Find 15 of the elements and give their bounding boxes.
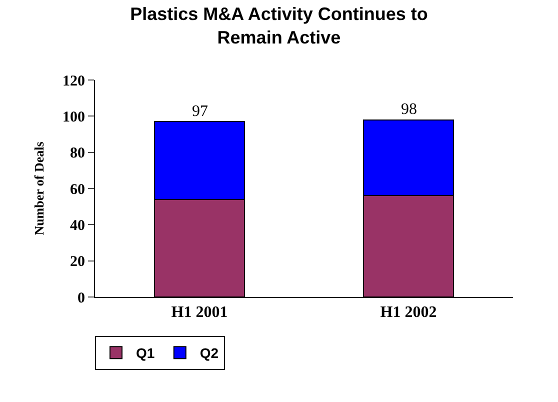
y-tick-label: 20 [70, 254, 85, 270]
y-tick-label: 40 [70, 218, 85, 234]
chart-title: Plastics M&A Activity Continues to Remain Active [130, 4, 428, 48]
y-tick-label: 0 [78, 290, 85, 306]
total-label: 97 [192, 103, 208, 120]
y-tick-label: 120 [62, 73, 85, 90]
y-tick-label: 100 [62, 109, 85, 126]
legend-label: Q2 [200, 345, 219, 362]
total-label: 98 [401, 101, 417, 118]
x-tick-label: H1 2002 [380, 304, 437, 322]
y-tick-label: 60 [70, 182, 85, 198]
y-axis-title: Number of Deals [31, 142, 46, 236]
y-tick-label: 80 [70, 146, 85, 162]
legend-label: Q1 [136, 345, 155, 362]
x-tick-label: H1 2001 [171, 304, 228, 322]
